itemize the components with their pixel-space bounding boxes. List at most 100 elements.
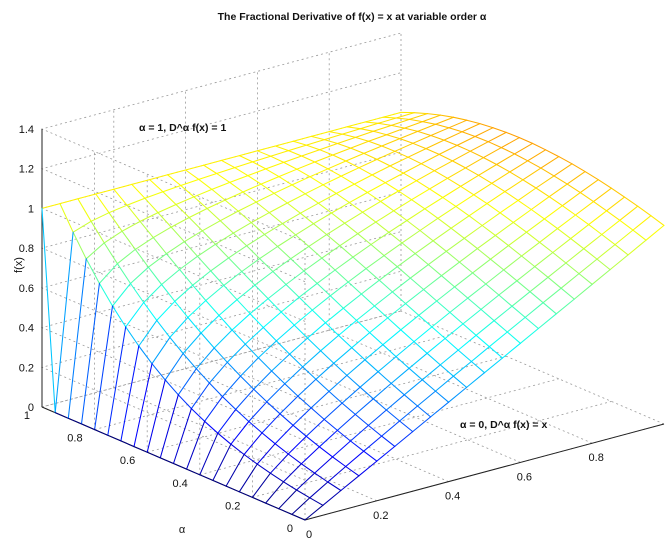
mesh-segment [383, 242, 403, 257]
mesh-segment [283, 155, 303, 163]
mesh-segment [400, 314, 420, 331]
mesh-segment [236, 299, 251, 315]
mesh-segment [309, 497, 324, 506]
mesh-segment [223, 284, 238, 301]
mesh-segment [345, 152, 365, 162]
mesh-segment [596, 244, 616, 260]
mesh-segment [316, 269, 336, 284]
mesh-segment [304, 184, 324, 195]
mesh-segment [301, 155, 316, 163]
z-tick-label: 0 [28, 402, 34, 414]
mesh-segment [336, 429, 352, 442]
mesh-segment [169, 316, 189, 338]
mesh-segment [326, 222, 346, 236]
mesh-segment [489, 258, 505, 271]
mesh-segment [80, 423, 96, 431]
mesh-segment [248, 401, 268, 423]
mesh-segment [346, 121, 366, 128]
mesh-segment [210, 270, 225, 286]
mesh-segment [268, 202, 288, 214]
mesh-segment [394, 142, 414, 152]
mesh-segment [219, 220, 234, 234]
mesh-segment [349, 424, 369, 442]
mesh-segment [224, 191, 244, 201]
mesh-segment [328, 131, 343, 135]
mesh-segment [377, 356, 397, 373]
mesh-segment [322, 175, 342, 186]
mesh-segment [406, 219, 421, 232]
mesh-segment [380, 200, 395, 212]
mesh-segment [139, 212, 159, 222]
mesh-segment [543, 218, 559, 230]
mesh-segment [556, 228, 572, 240]
mesh-segment [396, 266, 411, 279]
mesh-segment [292, 407, 312, 426]
mesh-segment [619, 205, 639, 221]
mesh-segment [355, 319, 371, 334]
mesh-segment [161, 283, 176, 302]
mesh-segment [413, 341, 428, 354]
mesh-segment [570, 238, 585, 250]
mesh-segment [454, 272, 474, 288]
mesh-segment [214, 243, 230, 259]
mesh-segment [342, 307, 358, 321]
mesh-segment [507, 231, 528, 247]
mesh-segment [395, 356, 410, 369]
mesh-segment [133, 446, 148, 453]
mesh-segment [151, 363, 166, 381]
mesh-segment [492, 127, 507, 133]
mesh-segment [305, 435, 320, 448]
mesh-segment [470, 360, 486, 374]
mesh-segment [273, 192, 288, 204]
mesh-segment [274, 140, 294, 147]
z-tick-label: 0.8 [19, 243, 34, 255]
mesh-segment [386, 127, 406, 136]
mesh-segment [358, 158, 378, 169]
mesh-segment [98, 263, 118, 284]
mesh-segment [277, 245, 292, 260]
mesh-segment [249, 298, 269, 315]
mesh-segment [499, 212, 514, 223]
mesh-segment [438, 144, 458, 155]
mesh-segment [146, 379, 166, 453]
mesh-segment [156, 300, 176, 321]
mesh-segment [353, 174, 373, 185]
mesh-segment [278, 176, 293, 186]
mesh-segment [382, 111, 402, 118]
mesh-segment [390, 382, 405, 396]
mesh-segment [261, 432, 276, 445]
mesh-segment [365, 255, 385, 270]
mesh-segment [384, 172, 404, 184]
mesh-segment [183, 241, 199, 257]
mesh-segment [179, 255, 199, 271]
mesh-segment [257, 357, 273, 372]
mesh-segment [420, 153, 440, 165]
mesh-segment [537, 313, 557, 330]
mesh-segment [466, 372, 486, 388]
mesh-segment [414, 240, 434, 255]
mesh-segment [512, 208, 532, 223]
mesh-segment [413, 326, 433, 343]
mesh-segment [429, 177, 449, 190]
mesh-segment [246, 245, 261, 260]
mesh-segment [473, 194, 488, 205]
mesh-segment [552, 251, 567, 264]
mesh-segment [345, 450, 365, 468]
mesh-segment [201, 220, 221, 232]
mesh-segment [234, 161, 254, 169]
mesh-segment [268, 212, 284, 225]
mesh-segment [297, 378, 317, 397]
mesh-segment [242, 183, 262, 193]
mesh-segment [397, 180, 418, 192]
mesh-segment [346, 126, 361, 130]
mesh-segment [456, 144, 471, 152]
mesh-segment [338, 334, 353, 349]
mesh-segment [147, 266, 163, 286]
mesh-segment [94, 305, 114, 431]
mesh-segment [399, 405, 419, 422]
mesh-segment [354, 398, 374, 415]
mesh-segment [472, 258, 492, 274]
mesh-segment [292, 140, 307, 146]
mesh-segment [507, 245, 523, 257]
